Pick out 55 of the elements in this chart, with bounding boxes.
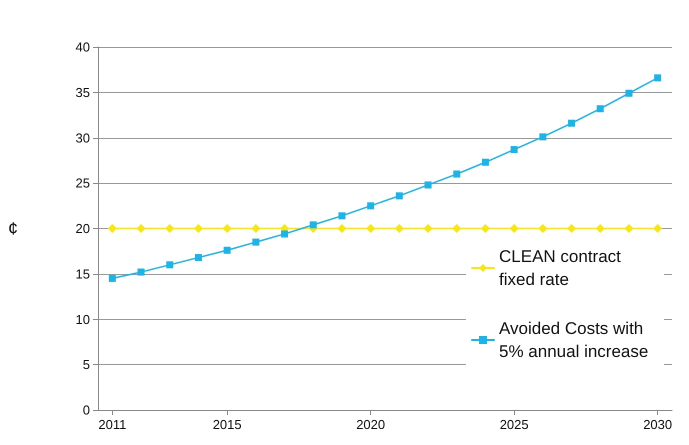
x-tick-label: 2025 [500,417,529,432]
point [194,224,203,233]
point [310,221,317,228]
point [624,224,634,233]
x-tick-label: 2015 [212,417,242,432]
point [108,224,117,233]
point [367,202,374,210]
y-tick-label: 0 [82,402,90,418]
point [480,224,490,233]
point [165,224,174,233]
point [281,230,288,238]
point [251,224,260,233]
point [510,224,519,233]
point [108,274,116,282]
point [452,224,462,233]
y-tick-label: 25 [76,176,90,191]
point [166,261,174,268]
x-tick-label: 2011 [98,417,126,432]
x-tick-label: 2020 [356,417,386,432]
point [482,158,489,166]
point [424,224,433,233]
y-tick-label: 15 [76,266,90,282]
point [222,224,232,233]
legend-label: CLEAN contract fixed rate [499,247,626,289]
y-tick-label: 40 [76,40,90,54]
point [453,170,460,178]
y-tick-label: 10 [76,312,90,327]
point [224,246,231,254]
point [510,146,518,154]
point [136,224,146,233]
y-axis-title: ¢ [8,218,18,238]
point [654,74,662,82]
point [424,181,432,188]
point [539,133,546,140]
legend-label: Avoided Costs with 5% annual increase [499,319,648,361]
point [567,224,576,233]
point [396,192,403,200]
point [138,268,145,276]
point [337,224,346,233]
point [538,224,548,233]
point [338,212,346,220]
point [568,120,576,127]
point [596,224,605,233]
point [366,224,376,233]
point [252,238,260,246]
y-tick-label: 20 [76,221,90,236]
point [394,224,404,233]
point [194,254,202,262]
y-tick-label: 30 [76,130,90,146]
y-tick-label: 35 [76,84,90,100]
point [653,224,662,233]
point [625,90,632,97]
y-tick-label: 5 [82,357,90,372]
x-tick-label: 2030 [643,417,672,432]
point [596,105,604,112]
